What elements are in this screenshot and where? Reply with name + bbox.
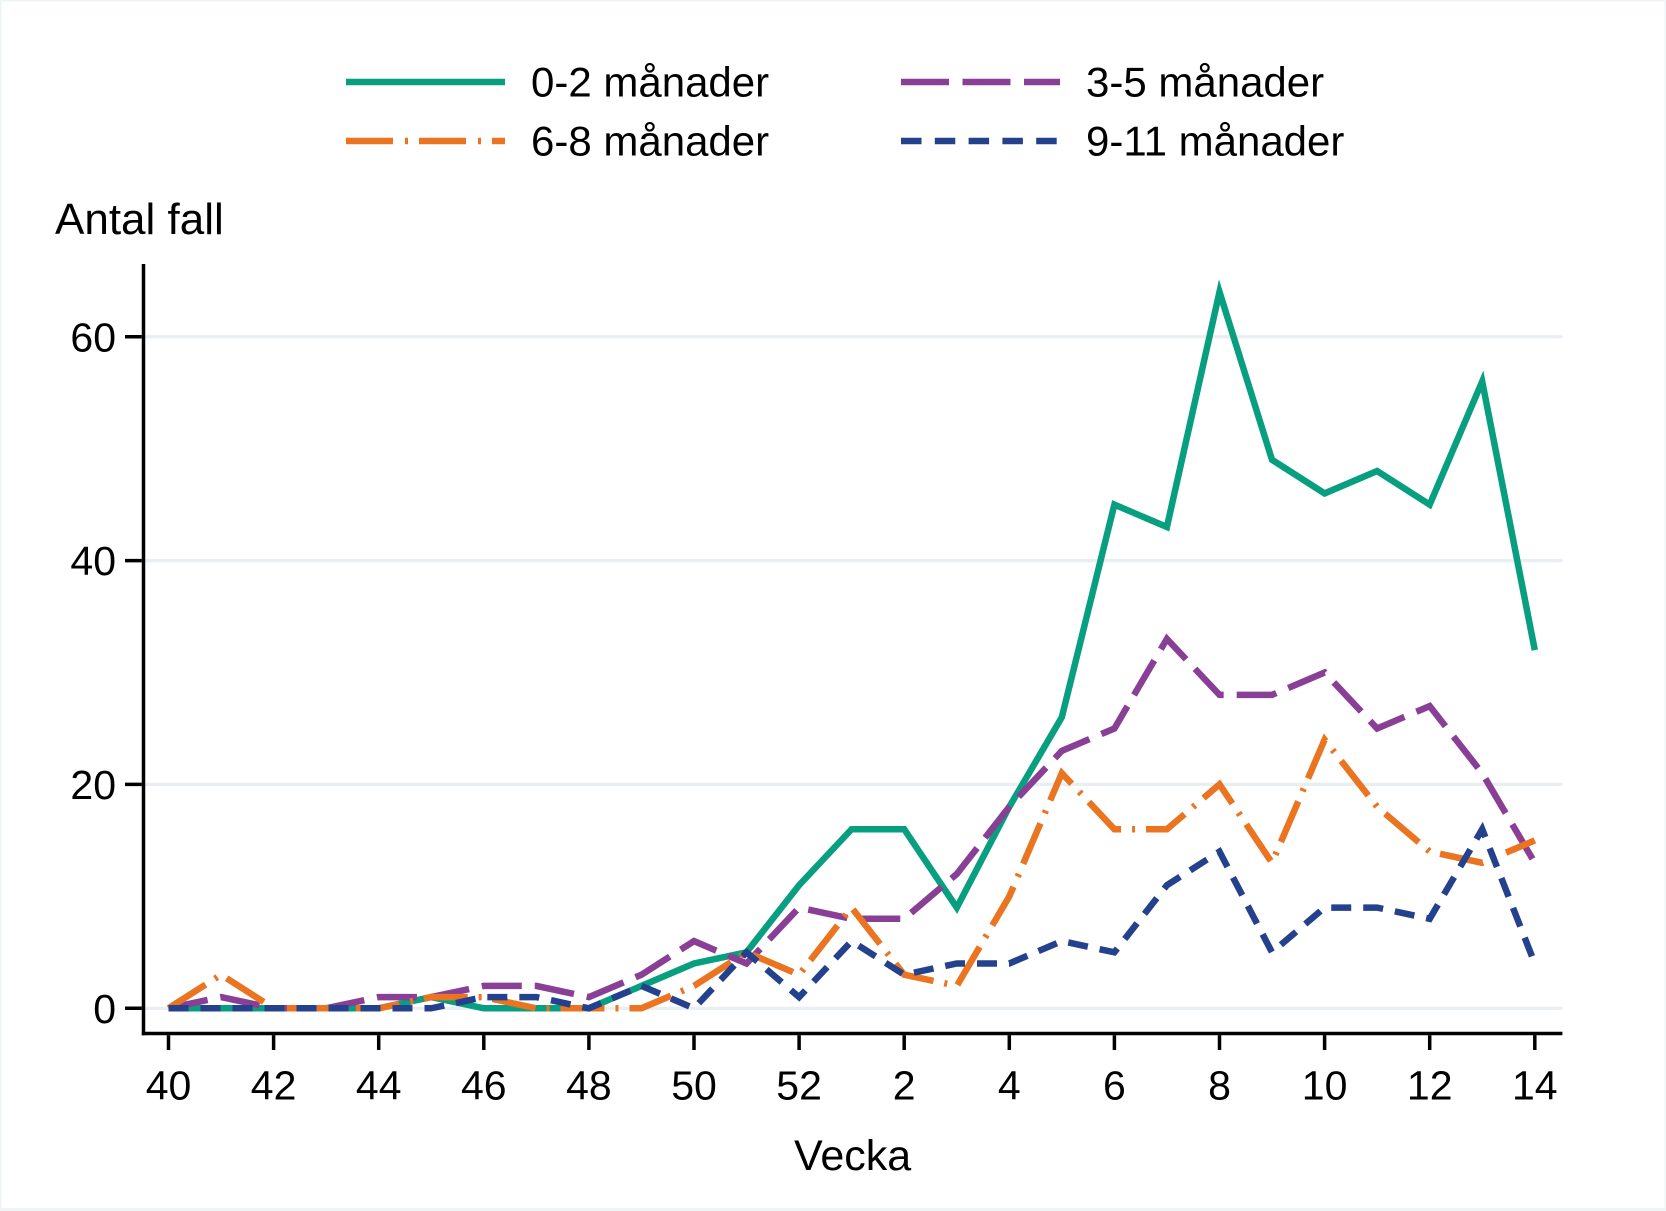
svg-text:50: 50	[671, 1063, 717, 1109]
svg-text:60: 60	[70, 314, 116, 360]
svg-text:Antal fall: Antal fall	[55, 195, 224, 244]
svg-text:8: 8	[1208, 1063, 1231, 1109]
svg-text:48: 48	[566, 1063, 612, 1109]
svg-text:0-2 månader: 0-2 månader	[531, 59, 769, 106]
svg-text:0: 0	[93, 986, 116, 1032]
svg-text:46: 46	[461, 1063, 507, 1109]
svg-text:Vecka: Vecka	[794, 1132, 911, 1180]
svg-text:42: 42	[251, 1063, 297, 1109]
svg-text:6-8 månader: 6-8 månader	[531, 118, 769, 165]
svg-text:14: 14	[1512, 1063, 1558, 1109]
svg-text:20: 20	[70, 762, 116, 808]
svg-text:40: 40	[146, 1063, 192, 1109]
svg-text:3-5 månader: 3-5 månader	[1086, 59, 1324, 106]
svg-text:10: 10	[1302, 1063, 1348, 1109]
svg-text:12: 12	[1407, 1063, 1453, 1109]
svg-text:40: 40	[70, 538, 116, 584]
svg-text:6: 6	[1103, 1063, 1126, 1109]
svg-text:52: 52	[776, 1063, 822, 1109]
svg-text:44: 44	[356, 1063, 402, 1109]
svg-text:9-11 månader: 9-11 månader	[1086, 118, 1344, 165]
svg-text:4: 4	[998, 1063, 1021, 1109]
svg-text:2: 2	[893, 1063, 916, 1109]
